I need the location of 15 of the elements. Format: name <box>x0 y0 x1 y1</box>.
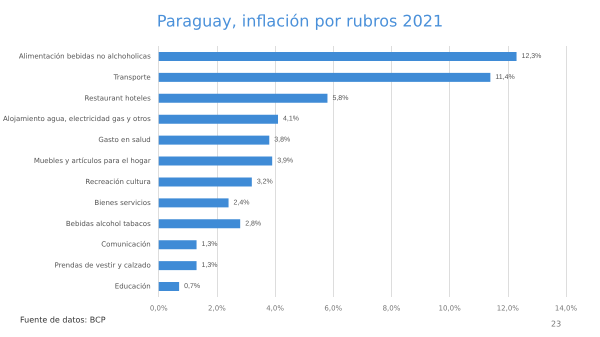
text: 23 <box>551 320 562 328</box>
bar <box>158 240 197 250</box>
bar <box>158 52 517 61</box>
bar <box>158 72 490 82</box>
bar <box>158 177 252 186</box>
source-note: Fuente de datos: BCP <box>20 316 106 324</box>
bar <box>158 136 270 145</box>
bar <box>158 282 180 292</box>
bar <box>158 198 229 208</box>
bar <box>158 156 272 166</box>
chart-title: Paraguay, inflación por rubros 2021 <box>156 12 444 30</box>
bar <box>158 219 240 228</box>
bar <box>158 261 197 270</box>
bar <box>158 94 328 103</box>
bar <box>158 114 278 124</box>
